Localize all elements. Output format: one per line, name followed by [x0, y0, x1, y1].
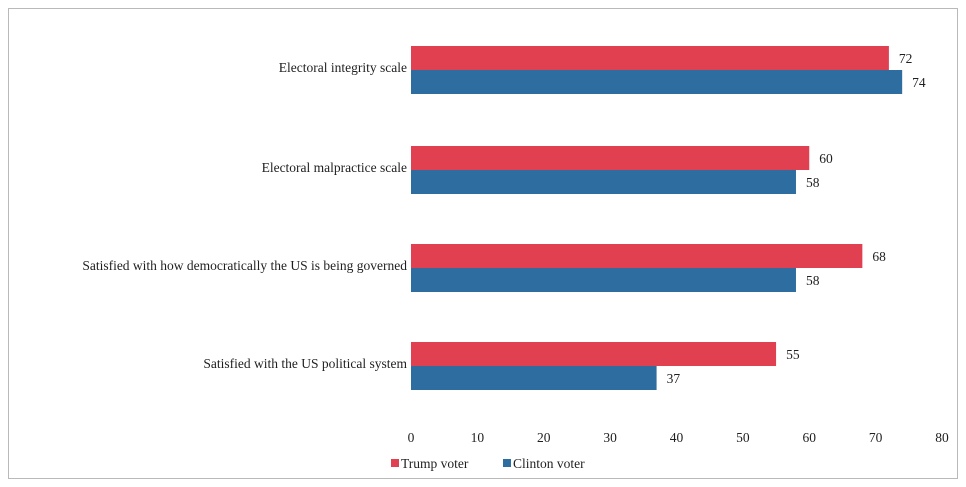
bar-clinton-voter-2 [411, 268, 796, 292]
category-label-1: Electoral malpractice scale [262, 160, 407, 175]
value-label-trump-voter-1: 60 [819, 151, 833, 166]
bar-trump-voter-0 [411, 46, 889, 70]
legend-label-trump-voter: Trump voter [401, 456, 469, 471]
value-label-trump-voter-0: 72 [899, 51, 913, 66]
category-labels: Electoral integrity scale Electoral malpr… [82, 60, 407, 371]
value-label-clinton-voter-3: 37 [667, 371, 681, 386]
category-label-0: Electoral integrity scale [279, 60, 407, 75]
value-label-clinton-voter-1: 58 [806, 175, 820, 190]
bar-clinton-voter-0 [411, 70, 903, 94]
x-tick-label-80: 80 [935, 430, 949, 445]
x-tick-label-70: 70 [869, 430, 883, 445]
x-tick-label-60: 60 [803, 430, 817, 445]
value-labels: 72 74 60 58 68 58 55 37 [667, 51, 926, 386]
x-tick-label-30: 30 [603, 430, 617, 445]
legend: Trump voter Clinton voter [391, 456, 585, 471]
bar-trump-voter-3 [411, 342, 777, 366]
x-tick-label-20: 20 [537, 430, 551, 445]
bars-group [411, 46, 903, 390]
value-label-trump-voter-3: 55 [786, 347, 800, 362]
x-tick-label-40: 40 [670, 430, 684, 445]
category-label-2: Satisfied with how democratically the US… [82, 258, 407, 273]
bar-trump-voter-1 [411, 146, 810, 170]
legend-label-clinton-voter: Clinton voter [513, 456, 585, 471]
legend-swatch-trump-voter [391, 459, 399, 467]
x-tick-label-50: 50 [736, 430, 750, 445]
x-tick-label-10: 10 [471, 430, 485, 445]
value-label-trump-voter-2: 68 [872, 249, 886, 264]
x-axis-ticks: 0 10 20 30 40 50 60 70 80 [408, 430, 949, 445]
category-label-3: Satisfied with the US political system [203, 356, 407, 371]
bar-clinton-voter-1 [411, 170, 796, 194]
value-label-clinton-voter-0: 74 [912, 75, 926, 90]
bar-clinton-voter-3 [411, 366, 657, 390]
legend-swatch-clinton-voter [503, 459, 511, 467]
x-tick-label-0: 0 [408, 430, 415, 445]
value-label-clinton-voter-2: 58 [806, 273, 820, 288]
bar-trump-voter-2 [411, 244, 863, 268]
